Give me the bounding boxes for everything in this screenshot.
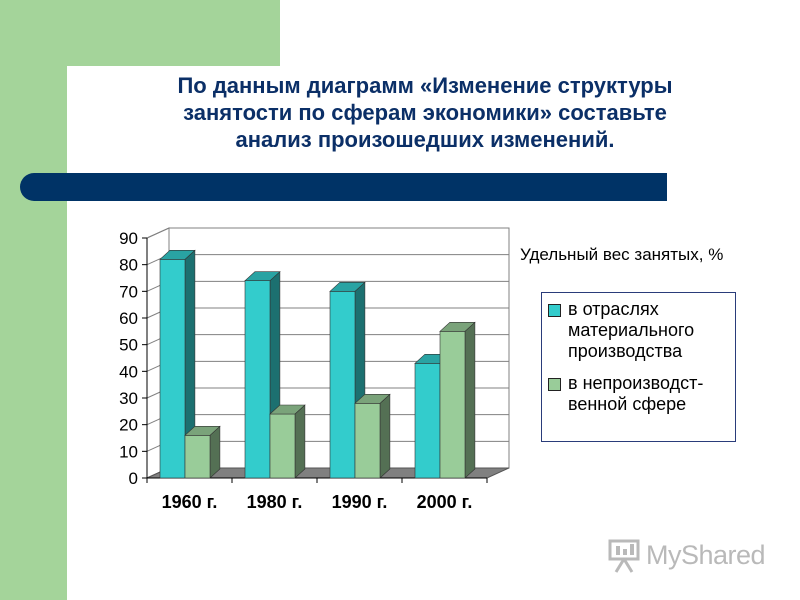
bar-top	[184, 426, 221, 436]
y-tick-label: 60	[119, 309, 138, 328]
bar	[439, 331, 466, 479]
y-tick-label: 70	[119, 282, 138, 301]
y-tick-label: 40	[119, 362, 138, 381]
y-tick-label: 50	[119, 336, 138, 355]
x-tick-label: 1980 г.	[247, 492, 303, 512]
presentation-board-icon	[608, 539, 640, 573]
legend-swatch-material	[548, 304, 561, 317]
chart-title: Удельный вес занятых, %	[520, 245, 724, 264]
bar	[244, 280, 271, 479]
x-tick-label: 1960 г.	[162, 492, 218, 512]
legend-line: материального	[568, 320, 695, 340]
y-tick-label: 90	[119, 229, 138, 248]
left-decor-strip	[0, 0, 67, 600]
bar	[269, 413, 296, 479]
title-underline-bar	[20, 173, 667, 201]
top-decor-block	[67, 0, 280, 66]
bar-side	[464, 321, 476, 479]
y-tick-label: 20	[119, 416, 138, 435]
bar-side	[294, 404, 306, 479]
legend-label: в непроизводст- венной сфере	[568, 373, 733, 415]
legend-line: в отраслях	[568, 299, 659, 319]
title-line: анализ произошедших изменений.	[235, 127, 615, 152]
bar	[329, 291, 356, 479]
bar	[354, 403, 381, 479]
bar	[414, 363, 441, 479]
y-tick-label: 10	[119, 442, 138, 461]
bar-top	[329, 282, 366, 292]
legend-label: в отраслях материального производства	[568, 299, 733, 362]
bar	[184, 435, 211, 479]
y-tick-label: 80	[119, 256, 138, 275]
chart-legend: в отраслях материального производства в …	[541, 292, 736, 442]
bar-top	[269, 404, 306, 415]
legend-item-nonproduction: в непроизводст- венной сфере	[548, 373, 733, 415]
title-line: По данным диаграмм «Изменение структуры	[177, 73, 673, 98]
legend-line: в непроизводст-	[568, 373, 704, 393]
legend-item-material: в отраслях материального производства	[548, 299, 733, 362]
gridline-diagonal	[146, 227, 170, 239]
title-line: занятости по сферам экономики» составьте	[183, 100, 667, 125]
bar-top	[354, 394, 391, 404]
bar-side	[379, 393, 391, 479]
slide-title: По данным диаграмм «Изменение структуры …	[70, 72, 780, 153]
legend-line: венной сфере	[568, 394, 687, 414]
myshared-logo[interactable]: MyShared	[606, 536, 776, 576]
x-tick-label: 1990 г.	[332, 492, 388, 512]
y-tick-label: 0	[129, 469, 138, 488]
x-tick-label: 2000 г.	[417, 492, 473, 512]
legend-swatch-nonproduction	[548, 378, 561, 391]
bar-top	[159, 250, 196, 260]
bar	[159, 259, 186, 479]
bar-top	[244, 271, 281, 281]
legend-line: производства	[568, 341, 683, 361]
bar-top	[439, 322, 476, 332]
logo-text: MyShared	[646, 540, 766, 570]
y-tick-label: 30	[119, 389, 138, 408]
